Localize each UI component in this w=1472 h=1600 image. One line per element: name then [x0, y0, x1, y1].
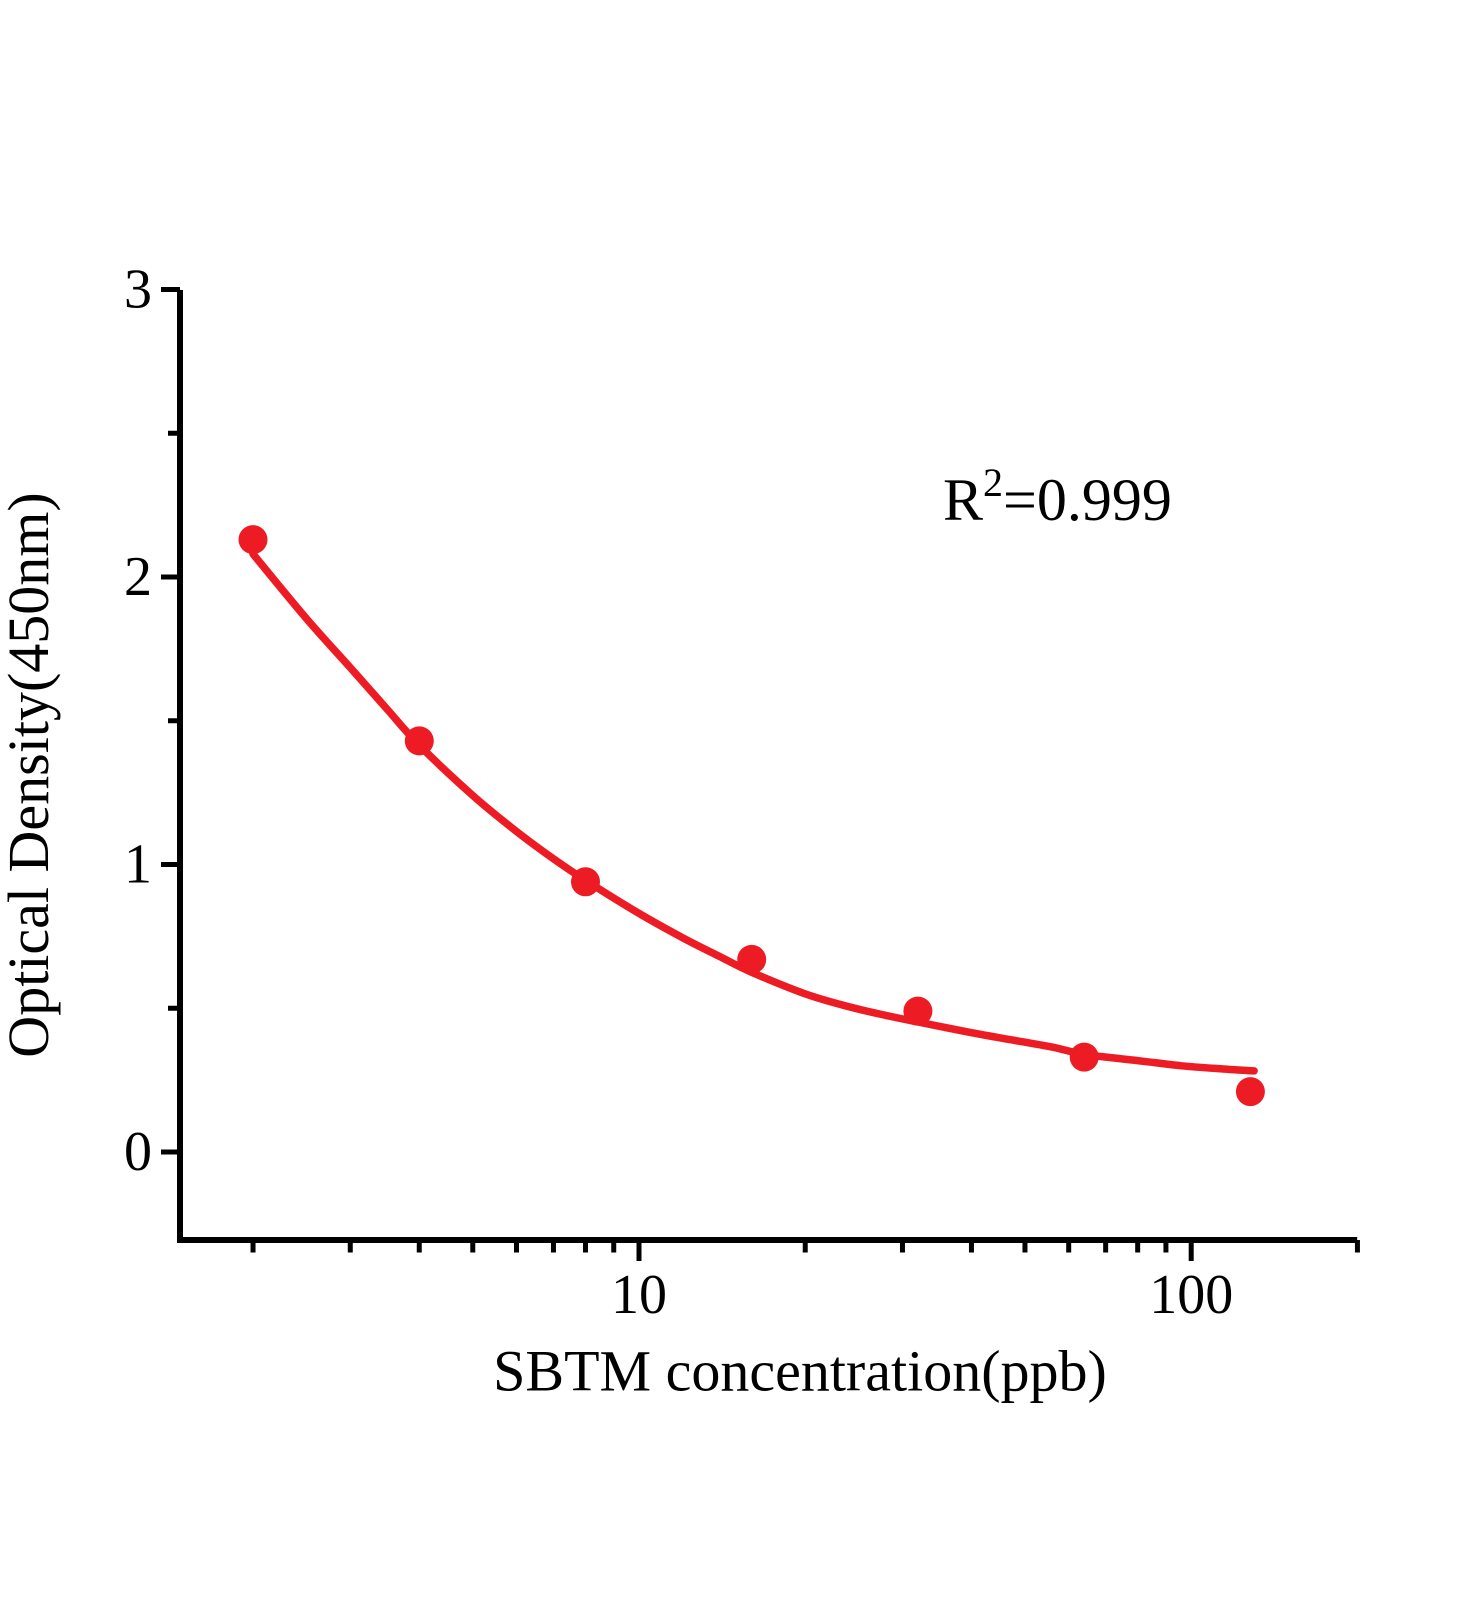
data-point — [1235, 1077, 1265, 1107]
y-axis-tick-labels: 0 1 2 3 — [124, 259, 152, 1184]
y-tick-label-0: 0 — [124, 1121, 152, 1183]
data-point — [571, 867, 600, 897]
annotation-rest: =0.999 — [1003, 467, 1172, 533]
x-tick-label-100: 100 — [1149, 1264, 1233, 1326]
fit-curve-line — [249, 550, 1258, 1075]
axis-frame — [177, 290, 1358, 1243]
data-point — [737, 944, 767, 974]
data-point — [238, 525, 268, 555]
y-tick-label-2: 2 — [124, 546, 152, 608]
y-tick-label-1: 1 — [124, 834, 152, 896]
annotation-superscript: 2 — [983, 460, 1003, 505]
x-tick-label-10: 10 — [611, 1264, 667, 1326]
y-axis-ticks — [161, 287, 180, 1155]
data-point — [1069, 1042, 1099, 1072]
r-squared-annotation: R2=0.999 — [943, 460, 1172, 533]
x-axis-tick-labels: 10 100 — [611, 1264, 1233, 1326]
data-point — [903, 996, 933, 1026]
data-point — [404, 726, 434, 756]
y-tick-label-3: 3 — [124, 259, 152, 321]
y-axis-title: Optical Density(450nm) — [0, 492, 61, 1057]
x-axis-title: SBTM concentration(ppb) — [493, 1339, 1107, 1404]
data-points-layer — [238, 525, 1265, 1107]
x-axis-ticks — [250, 1240, 1360, 1261]
